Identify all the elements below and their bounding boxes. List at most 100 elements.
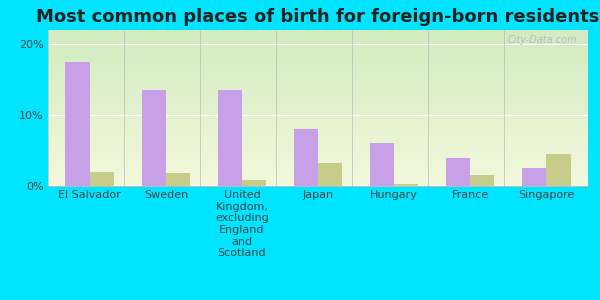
Bar	[48, 173, 588, 175]
Bar	[48, 146, 588, 147]
Bar	[48, 55, 588, 56]
Bar	[48, 36, 588, 38]
Bar	[48, 78, 588, 80]
Bar	[48, 91, 588, 92]
Bar	[48, 181, 588, 183]
Bar	[48, 89, 588, 91]
Bar	[48, 35, 588, 36]
Bar	[48, 158, 588, 160]
Bar	[48, 100, 588, 102]
Bar	[48, 110, 588, 111]
Bar	[48, 169, 588, 170]
Bar	[48, 50, 588, 52]
Bar	[48, 130, 588, 131]
Bar	[48, 46, 588, 47]
Bar	[48, 53, 588, 55]
Bar	[48, 99, 588, 100]
Bar	[48, 38, 588, 39]
Bar	[48, 124, 588, 125]
Bar	[48, 86, 588, 88]
Bar	[48, 88, 588, 89]
Bar	[48, 127, 588, 128]
Bar	[48, 82, 588, 83]
Bar	[90, 172, 114, 186]
Bar	[48, 39, 588, 41]
Bar	[48, 95, 588, 97]
Bar	[48, 166, 588, 167]
Bar	[48, 41, 588, 43]
Bar	[318, 163, 343, 186]
Bar	[48, 49, 588, 50]
Bar	[48, 111, 588, 113]
Bar	[48, 43, 588, 44]
Bar	[370, 143, 394, 186]
Bar	[48, 178, 588, 180]
Bar	[48, 183, 588, 184]
Bar	[48, 69, 588, 70]
Bar	[48, 33, 588, 35]
Text: City-Data.com: City-Data.com	[508, 35, 577, 45]
Bar	[48, 63, 588, 64]
Bar	[48, 61, 588, 63]
Bar	[48, 163, 588, 164]
Bar	[48, 141, 588, 142]
Bar	[48, 113, 588, 114]
Bar	[218, 90, 242, 186]
Bar	[48, 119, 588, 121]
Bar	[48, 58, 588, 60]
Bar	[48, 85, 588, 86]
Bar	[48, 148, 588, 150]
Bar	[48, 44, 588, 46]
Bar	[48, 160, 588, 161]
Bar	[48, 156, 588, 158]
Bar	[48, 136, 588, 138]
Bar	[48, 56, 588, 58]
Bar	[48, 108, 588, 110]
Bar	[293, 129, 318, 186]
Bar	[48, 170, 588, 172]
Bar	[65, 62, 90, 186]
Bar	[48, 153, 588, 155]
Bar	[48, 30, 588, 31]
Bar	[48, 75, 588, 77]
Bar	[142, 90, 166, 186]
Bar	[48, 167, 588, 169]
Bar	[48, 152, 588, 153]
Bar	[48, 32, 588, 33]
Bar	[48, 66, 588, 68]
Bar	[446, 158, 470, 186]
Bar	[48, 64, 588, 66]
Bar	[546, 154, 571, 186]
Bar	[48, 105, 588, 106]
Bar	[48, 80, 588, 82]
Bar	[48, 150, 588, 152]
Bar	[48, 94, 588, 95]
Bar	[48, 142, 588, 144]
Bar	[242, 180, 266, 186]
Bar	[48, 138, 588, 139]
Bar	[470, 176, 494, 186]
Bar	[48, 147, 588, 148]
Bar	[48, 164, 588, 166]
Bar	[48, 121, 588, 122]
Bar	[394, 184, 418, 186]
Bar	[48, 177, 588, 178]
Bar	[48, 133, 588, 134]
Bar	[48, 77, 588, 78]
Bar	[48, 161, 588, 163]
Bar	[48, 83, 588, 85]
Bar	[48, 74, 588, 75]
Bar	[48, 72, 588, 74]
Bar	[48, 175, 588, 177]
Bar	[48, 172, 588, 173]
Bar	[48, 60, 588, 61]
Bar	[522, 168, 546, 186]
Bar	[48, 139, 588, 141]
Bar	[48, 128, 588, 130]
Bar	[48, 184, 588, 186]
Bar	[48, 47, 588, 49]
Bar	[48, 92, 588, 94]
Bar	[48, 114, 588, 116]
Bar	[48, 155, 588, 156]
Bar	[48, 134, 588, 136]
